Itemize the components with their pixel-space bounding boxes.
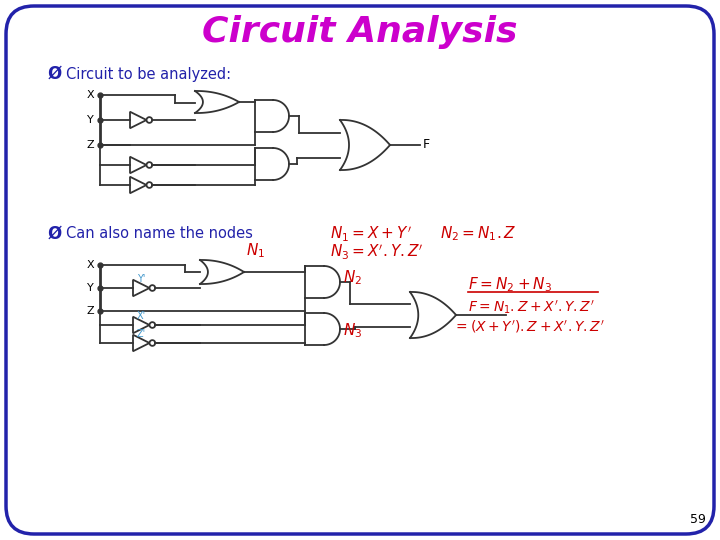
Text: Y: Y: [87, 115, 94, 125]
Text: $N_2 = N_1.Z$: $N_2 = N_1.Z$: [440, 225, 516, 244]
Text: F: F: [423, 138, 430, 152]
Text: X: X: [86, 260, 94, 270]
Text: X: X: [86, 90, 94, 100]
Text: Y: Y: [87, 283, 94, 293]
Text: $F = N_2+N_3$: $F = N_2+N_3$: [468, 275, 552, 294]
Text: $N_1$: $N_1$: [246, 241, 265, 260]
Text: X': X': [136, 311, 145, 321]
Text: $N_2$: $N_2$: [343, 268, 362, 287]
Text: $F = N_1.Z+ X'.Y.Z'$: $F = N_1.Z+ X'.Y.Z'$: [468, 298, 595, 316]
Text: Can also name the nodes: Can also name the nodes: [66, 226, 253, 241]
Text: $= (X+Y'). Z+ X'.Y.Z'$: $= (X+Y'). Z+ X'.Y.Z'$: [453, 319, 605, 335]
Text: 59: 59: [690, 513, 706, 526]
Text: $N_3 = X'.Y.Z'$: $N_3 = X'.Y.Z'$: [330, 242, 423, 262]
Text: $N_1 = X+Y'$: $N_1 = X+Y'$: [330, 224, 412, 244]
Text: Circuit to be analyzed:: Circuit to be analyzed:: [66, 66, 231, 82]
Text: Z': Z': [136, 329, 145, 339]
Text: Z: Z: [86, 140, 94, 150]
Text: Ø: Ø: [48, 65, 62, 83]
Text: $N_3$: $N_3$: [343, 322, 362, 340]
Text: Y': Y': [137, 274, 145, 284]
Text: Ø: Ø: [48, 225, 62, 243]
Text: Circuit Analysis: Circuit Analysis: [202, 15, 518, 49]
Text: Z: Z: [86, 306, 94, 316]
FancyBboxPatch shape: [6, 6, 714, 534]
